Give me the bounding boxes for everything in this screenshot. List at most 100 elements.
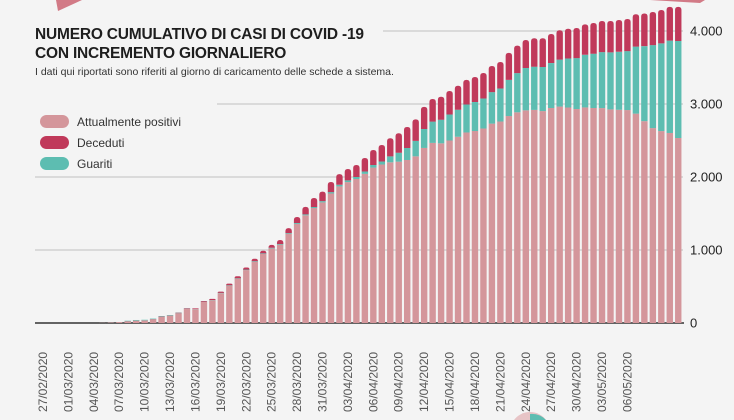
- bar-segment-attualmente-positivi: [344, 182, 352, 323]
- bar-group: [166, 315, 174, 323]
- bar-group: [378, 145, 385, 323]
- bar-group: [573, 28, 580, 323]
- decorative-triangle-left: [56, 0, 82, 11]
- bar-segment-deceduti: [420, 106, 428, 129]
- bar-group: [658, 9, 665, 323]
- x-tick-label: 12/04/2020: [417, 352, 431, 412]
- x-tick-label: 31/03/2020: [316, 352, 330, 412]
- bar-segment-deceduti: [632, 14, 640, 47]
- bar-segment-attualmente-positivi: [404, 159, 411, 323]
- bar-segment-guariti: [158, 316, 165, 317]
- bar-segment-guariti: [598, 52, 606, 109]
- bar-segment-deceduti: [200, 301, 208, 302]
- bar-segment-attualmente-positivi: [268, 248, 275, 323]
- bar-group: [141, 319, 148, 323]
- legend-label: Guariti: [77, 156, 113, 171]
- bar-segment-attualmente-positivi: [183, 308, 191, 323]
- bar-group: [336, 174, 343, 323]
- bar-segment-deceduti: [175, 312, 182, 314]
- bar-segment-deceduti: [268, 244, 275, 248]
- bar-segment-attualmente-positivi: [302, 215, 309, 323]
- bar-group: [293, 217, 301, 323]
- bar-segment-attualmente-positivi: [514, 112, 521, 324]
- bar-segment-guariti: [336, 184, 343, 187]
- bar-segment-deceduti: [573, 28, 580, 59]
- bar-segment-guariti: [353, 177, 360, 179]
- legend-swatch-guariti: [40, 157, 69, 170]
- bar-segment-guariti: [615, 51, 623, 110]
- bar-group: [319, 191, 326, 323]
- x-tick-label: 16/03/2020: [188, 352, 202, 412]
- bar-segment-guariti: [505, 79, 513, 117]
- bar-segment-attualmente-positivi: [649, 128, 657, 323]
- bar-segment-guariti: [607, 52, 614, 110]
- bar-segment-deceduti: [276, 239, 284, 244]
- bar-segment-attualmente-positivi: [336, 186, 343, 323]
- bar-group: [276, 239, 284, 323]
- bar-segment-deceduti: [590, 22, 597, 54]
- bar-segment-guariti: [124, 320, 131, 322]
- bar-segment-deceduti: [260, 250, 267, 254]
- bar-segment-guariti: [293, 222, 301, 224]
- bar-segment-deceduti: [234, 276, 242, 279]
- bar-segment-guariti: [480, 98, 487, 129]
- bar-segment-guariti: [437, 119, 445, 144]
- bar-segment-deceduti: [480, 72, 487, 99]
- bar-group: [429, 99, 436, 323]
- bar-group: [675, 6, 682, 323]
- bar-segment-attualmente-positivi: [615, 109, 623, 323]
- bar-group: [344, 168, 352, 323]
- bar-segment-attualmente-positivi: [437, 143, 445, 323]
- legend-label: Deceduti: [77, 135, 125, 150]
- x-tick-label: 24/04/2020: [519, 352, 533, 412]
- bar-segment-deceduti: [183, 308, 191, 309]
- bar-segment-attualmente-positivi: [454, 136, 462, 323]
- bar-segment-attualmente-positivi: [539, 111, 546, 324]
- bar-group: [446, 91, 453, 323]
- bar-group: [327, 181, 335, 323]
- bar-group: [598, 20, 606, 323]
- bar-group: [310, 198, 318, 323]
- bar-segment-attualmente-positivi: [378, 164, 385, 323]
- bar-segment-deceduti: [437, 96, 445, 120]
- bar-segment-guariti: [412, 140, 419, 157]
- bar-group: [116, 322, 123, 323]
- y-tick-label: 2.000: [690, 170, 723, 185]
- bar-segment-deceduti: [581, 24, 589, 55]
- bar-segment-deceduti: [564, 28, 572, 59]
- bar-segment-attualmente-positivi: [166, 315, 174, 323]
- bar-group: [505, 52, 513, 323]
- bar-segment-attualmente-positivi: [590, 108, 597, 323]
- bar-segment-guariti: [573, 58, 580, 110]
- bar-segment-attualmente-positivi: [531, 109, 538, 324]
- chart-title: NUMERO CUMULATIVO DI CASI DI COVID -19 C…: [35, 25, 364, 63]
- bar-segment-deceduti: [293, 217, 301, 223]
- bar-segment-attualmente-positivi: [412, 156, 419, 323]
- bar-segment-guariti: [454, 109, 462, 137]
- legend-item-attualmente-positivi: Attualmente positivi: [40, 111, 181, 132]
- bar-segment-deceduti: [132, 320, 140, 322]
- bar-segment-guariti: [632, 46, 640, 114]
- bar-segment-guariti: [344, 180, 352, 183]
- bar-segment-guariti: [302, 214, 309, 216]
- bar-segment-guariti: [268, 247, 275, 249]
- x-tick-label: 01/03/2020: [61, 352, 75, 412]
- bar-segment-deceduti: [302, 206, 309, 215]
- bar-segment-guariti: [141, 319, 148, 321]
- bar-group: [564, 28, 572, 323]
- bar-segment-deceduti: [531, 38, 538, 67]
- bar-segment-deceduti: [243, 267, 250, 270]
- bar-segment-attualmente-positivi: [564, 107, 572, 323]
- bar-group: [488, 66, 496, 324]
- bar-segment-attualmente-positivi: [327, 193, 335, 323]
- bar-group: [471, 76, 479, 323]
- bar-segment-deceduti: [344, 168, 352, 181]
- x-tick-label: 27/04/2020: [544, 352, 558, 412]
- bar-segment-attualmente-positivi: [319, 202, 326, 323]
- bar-group: [556, 30, 563, 324]
- bar-segment-guariti: [581, 54, 589, 108]
- bar-segment-attualmente-positivi: [429, 142, 436, 323]
- bar-segment-guariti: [361, 171, 369, 174]
- bar-group: [412, 119, 419, 323]
- bar-segment-attualmente-positivi: [200, 301, 208, 323]
